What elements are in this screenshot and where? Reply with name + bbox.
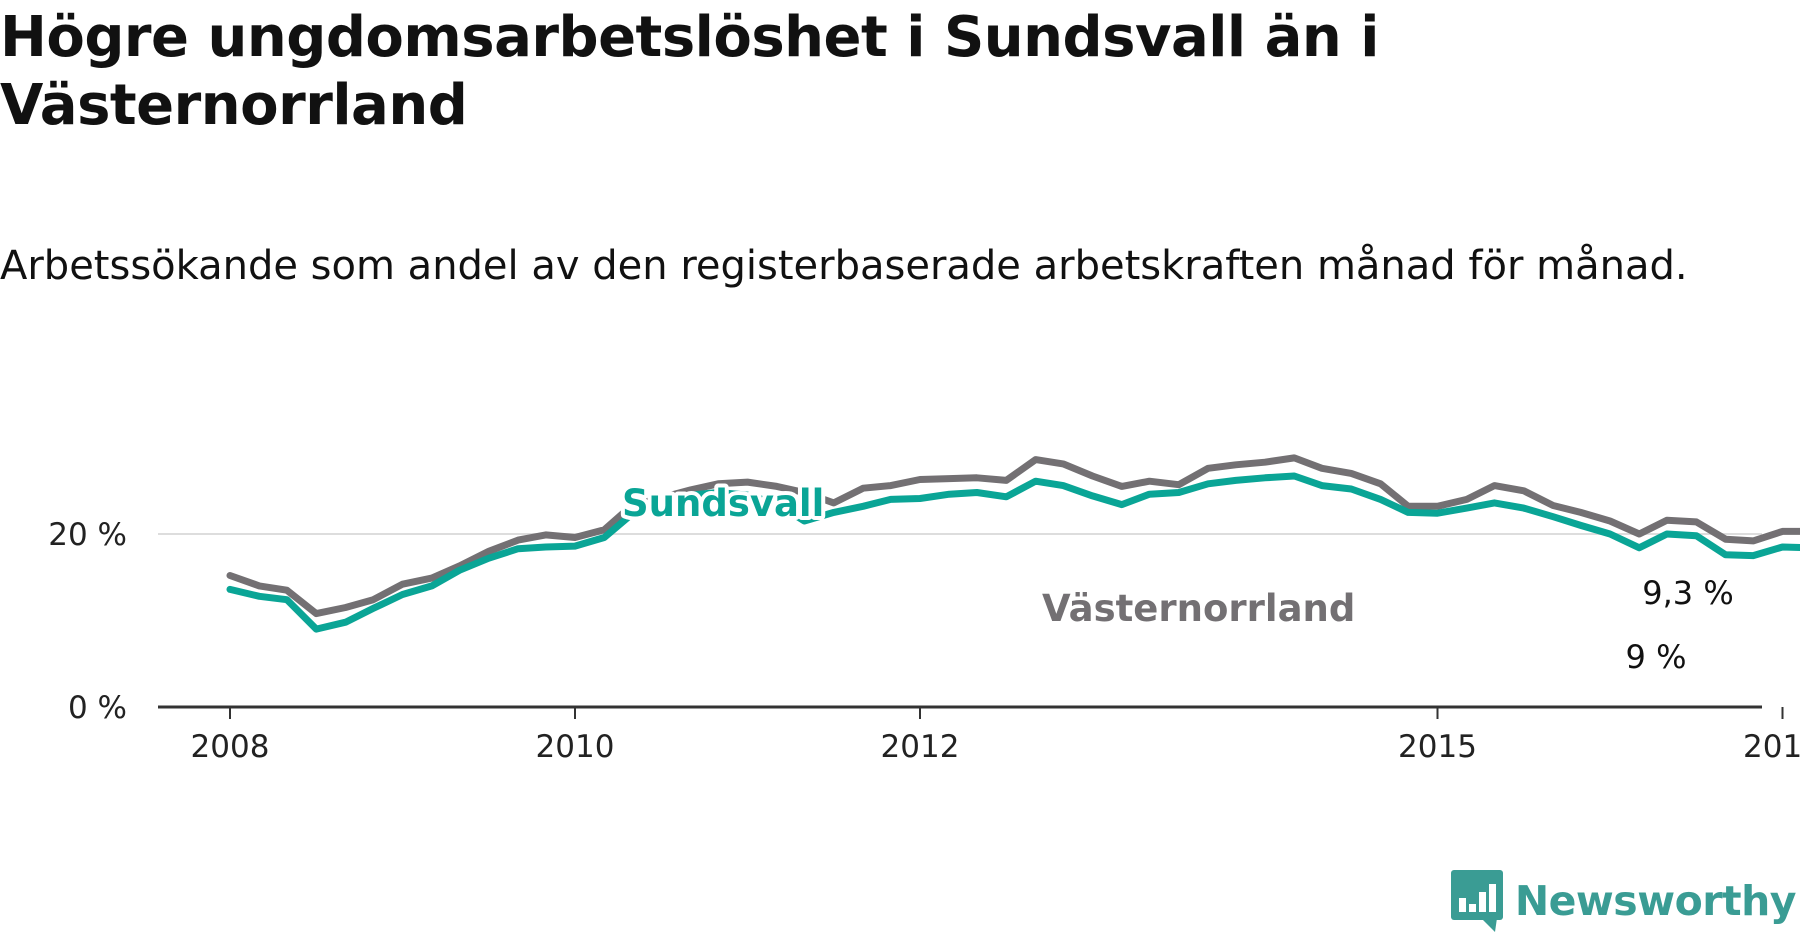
series-label-sundsvall: Sundsvall — [622, 482, 824, 525]
brand-name: Newsworthy — [1514, 877, 1797, 925]
series-label-vasternorrland: Västernorrland — [1042, 587, 1355, 630]
x-tick-label: 2017 — [1743, 729, 1800, 765]
end-value-sundsvall: 9,3 % — [1642, 574, 1733, 612]
page-subtitle: Arbetssökande som andel av den registerb… — [0, 243, 1688, 289]
x-tick-label: 2008 — [191, 729, 270, 765]
axes: 0 %20 %20082010201220152017202020222024 — [48, 517, 1800, 765]
y-tick-label: 20 % — [48, 517, 127, 553]
series-line-vasternorrland — [226, 454, 1800, 618]
x-tick-label: 2010 — [536, 729, 615, 765]
x-tick-label: 2012 — [881, 729, 960, 765]
series-labels: Sundsvall Västernorrland 9,3 % 9 % — [618, 478, 1738, 680]
end-value-vasternorrland: 9 % — [1626, 638, 1687, 676]
x-tick-label: 2015 — [1398, 729, 1477, 765]
page-title: Högre ungdomsarbetslöshet i Sundsvall än… — [0, 5, 1379, 138]
newsworthy-logo-icon — [1450, 870, 1503, 932]
series-lines — [226, 454, 1800, 633]
y-tick-label: 0 % — [68, 690, 127, 726]
brand-logo: Newsworthy — [1450, 870, 1797, 932]
series-line-sundsvall — [226, 472, 1800, 633]
